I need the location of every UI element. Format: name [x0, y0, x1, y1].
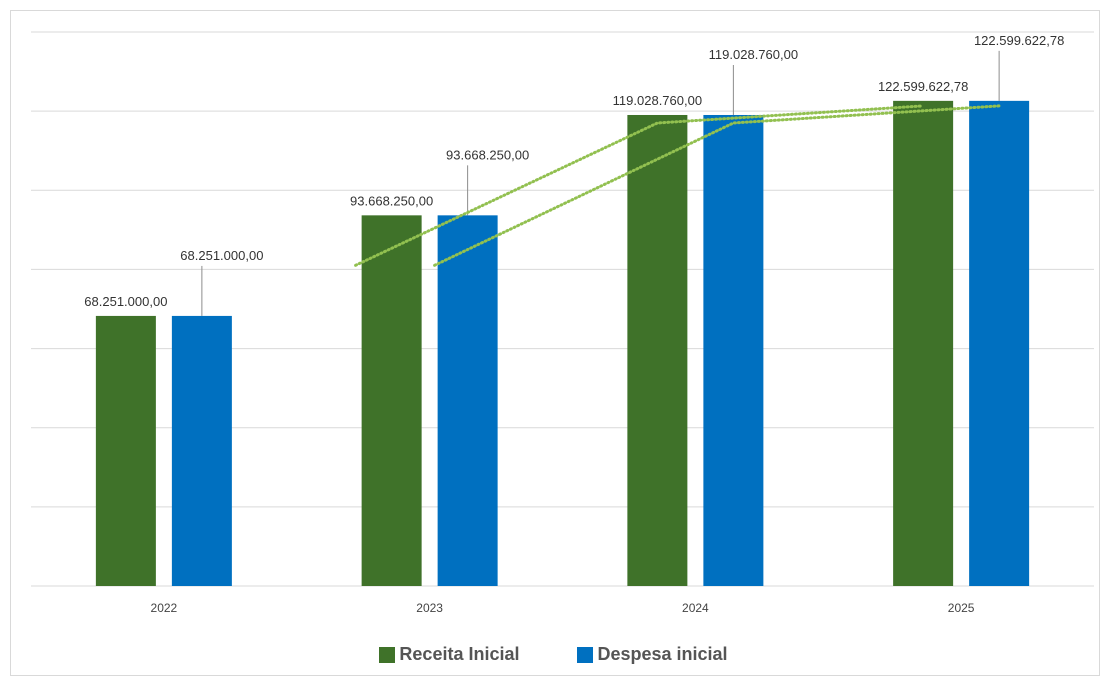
legend-swatch-receita: [379, 646, 396, 663]
trendline-despesa: [433, 104, 1001, 267]
data-label-receita: 68.251.000,00: [84, 294, 167, 309]
data-label-despesa: 119.028.760,00: [709, 47, 798, 62]
bar-despesa-2023: [437, 215, 498, 586]
x-tick-label: 2022: [151, 601, 178, 615]
legend-item-despesa: Despesa inicial: [577, 644, 728, 665]
bar-receita-2022: [95, 315, 156, 586]
bar-receita-2023: [361, 215, 422, 586]
bar-despesa-2024: [703, 114, 764, 586]
bar-receita-2024: [627, 114, 688, 586]
data-label-despesa: 93.668.250,00: [446, 147, 529, 162]
trendline-receita: [354, 104, 925, 267]
legend-swatch-despesa: [577, 646, 594, 663]
bar-chart: 2022 2023 2024 2025 68.251.000,00 68.251.000,…: [31, 31, 1094, 615]
data-label-despesa: 68.251.000,00: [180, 248, 263, 263]
data-label-receita: 93.668.250,00: [350, 193, 433, 208]
legend-label-receita: Receita Inicial: [399, 644, 520, 664]
legend: Receita Inicial Despesa inicial: [0, 644, 1107, 665]
legend-item-receita: Receita Inicial: [379, 644, 519, 665]
x-tick-label: 2024: [682, 601, 709, 615]
data-label-receita: 122.599.622,78: [878, 79, 968, 94]
x-tick-label: 2025: [948, 601, 975, 615]
bar-despesa-2025: [969, 100, 1030, 587]
bar-receita-2025: [893, 100, 954, 587]
data-label-receita: 119.028.760,00: [613, 93, 702, 108]
legend-label-despesa: Despesa inicial: [597, 644, 728, 664]
bar-despesa-2022: [171, 315, 232, 586]
data-label-despesa: 122.599.622,78: [974, 33, 1064, 48]
x-tick-label: 2023: [416, 601, 443, 615]
